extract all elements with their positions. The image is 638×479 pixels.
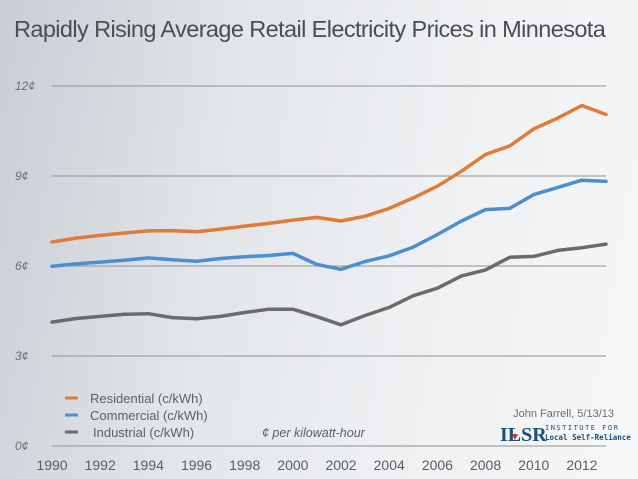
legend: Residential (c/kWh) Commercial (c/kWh) Ind… — [65, 391, 208, 440]
ilsr-logo: ILSR INSTITUTE FOR Local Self-Reliance — [500, 424, 631, 446]
y-tick-label: 6¢ — [15, 259, 29, 273]
x-tick-label: 2010 — [518, 457, 549, 473]
x-tick-label: 2012 — [566, 457, 597, 473]
x-tick-label: 1998 — [229, 457, 260, 473]
x-tick-label: 1990 — [36, 457, 67, 473]
x-tick-label: 1994 — [133, 457, 164, 473]
logo-triangle-icon — [512, 434, 518, 440]
x-tick-label: 1996 — [181, 457, 212, 473]
logo-wordmark: ILSR — [500, 424, 547, 446]
y-axis-ticks: 0¢ 3¢ 6¢ 9¢ 12¢ — [15, 79, 35, 453]
y-tick-label: 0¢ — [15, 439, 29, 453]
series-lines — [50, 103, 608, 327]
x-tick-label: 2004 — [374, 457, 405, 473]
credit-text: John Farrell, 5/13/13 — [513, 408, 614, 420]
legend-label-residential: Residential (c/kWh) — [90, 391, 203, 406]
x-tick-label: 2000 — [277, 457, 308, 473]
unit-note: ¢ per kilowatt-hour — [262, 426, 366, 440]
series-line-residential — [50, 103, 608, 244]
legend-label-commercial: Commercial (c/kWh) — [90, 408, 208, 423]
series-line-commercial — [50, 178, 608, 272]
logo-line2: Local Self-Reliance — [545, 433, 631, 442]
y-tick-label: 3¢ — [15, 349, 29, 363]
x-tick-label: 2002 — [325, 457, 356, 473]
logo-line1: INSTITUTE FOR — [545, 424, 619, 432]
legend-label-industrial: Industrial (c/kWh) — [93, 425, 194, 440]
x-tick-label: 2006 — [422, 457, 453, 473]
x-tick-label: 2008 — [470, 457, 501, 473]
chart-title: Rapidly Rising Average Retail Electricit… — [14, 16, 606, 42]
y-tick-label: 9¢ — [15, 169, 29, 183]
x-axis-ticks: 1990 1992 1994 1996 1998 2000 2002 2004 2006 2008… — [36, 457, 597, 473]
y-tick-label: 12¢ — [15, 79, 35, 93]
x-tick-label: 1992 — [85, 457, 116, 473]
series-line-industrial — [50, 242, 608, 327]
